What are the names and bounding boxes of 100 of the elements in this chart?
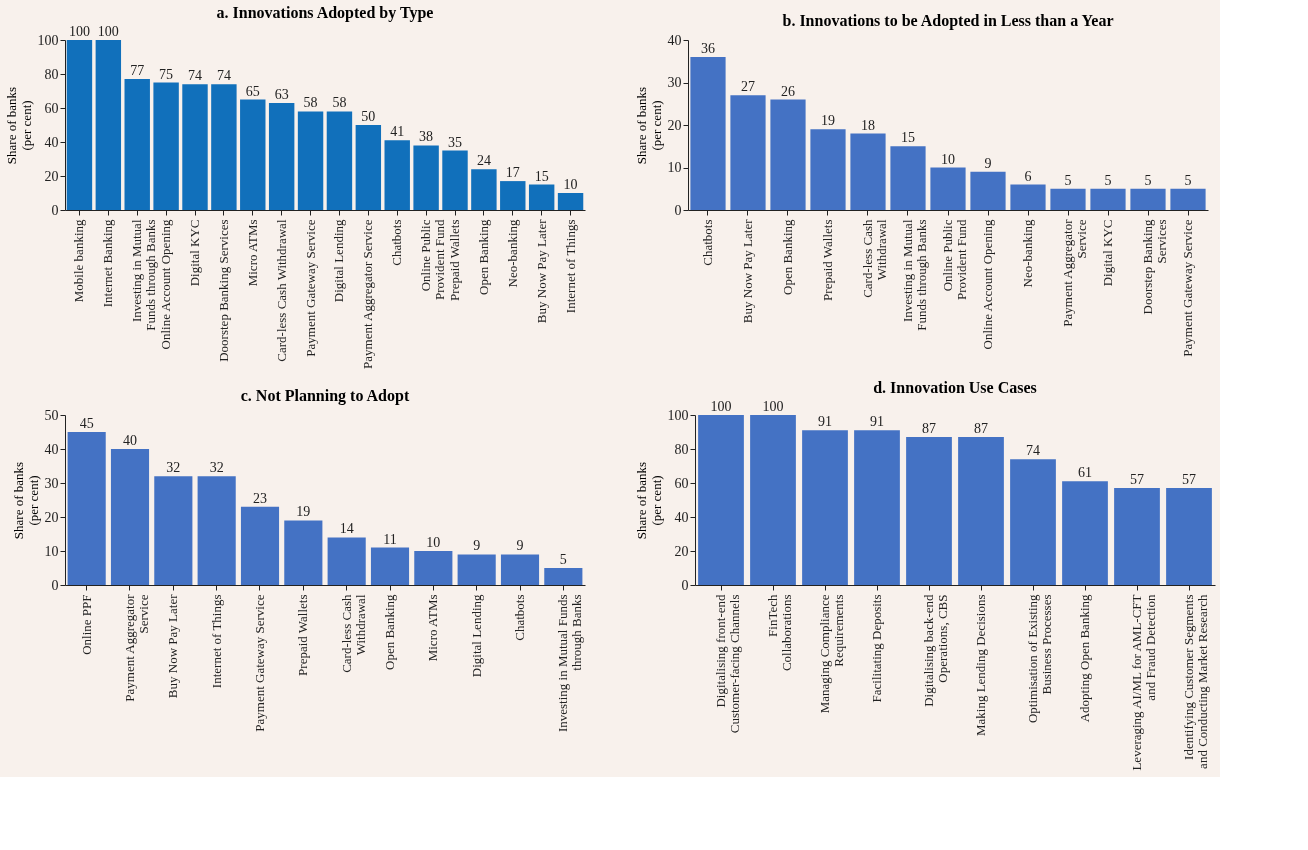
- x-tick-label: Online Public Provident Fund: [940, 219, 969, 301]
- data-label: 11: [383, 531, 397, 547]
- bar: [284, 520, 323, 585]
- x-tick-label: Neo-banking: [1020, 219, 1035, 288]
- data-label: 91: [870, 414, 884, 430]
- bar: [557, 193, 584, 210]
- bar: [1130, 188, 1166, 210]
- y-tick-label: 80: [674, 441, 689, 457]
- y-tick-label: 60: [674, 475, 689, 491]
- bar: [154, 476, 193, 585]
- bar: [500, 554, 540, 585]
- x-tick-label: Online Public Provident Fund: [418, 219, 448, 301]
- data-label: 5: [1184, 172, 1192, 188]
- bar: [1166, 488, 1212, 585]
- data-label: 15: [901, 130, 915, 146]
- y-tick-label: 30: [667, 75, 682, 90]
- x-tick-label: Open Banking: [475, 219, 491, 295]
- x-tick-label: Prepaid Wallets: [820, 219, 835, 301]
- bar: [528, 184, 555, 210]
- bar: [471, 169, 497, 210]
- data-label: 74: [216, 68, 231, 84]
- x-tick-label: Doorstep Banking Services: [1140, 219, 1169, 315]
- data-label: 32: [166, 460, 181, 476]
- x-tick-label: Mobile banking: [71, 219, 87, 303]
- y-tick-label: 60: [44, 100, 59, 116]
- bar: [268, 102, 295, 210]
- x-tick-label: Digital Lending: [468, 594, 484, 678]
- bar: [240, 99, 266, 210]
- chart-title: d. Innovation Use Cases: [873, 379, 1037, 396]
- bar: [414, 551, 453, 585]
- bar: [110, 449, 150, 585]
- bar: [442, 150, 468, 210]
- data-label: 9: [984, 155, 992, 171]
- data-label: 5: [1064, 172, 1072, 188]
- y-tick-label: 40: [674, 509, 689, 525]
- data-label: 26: [781, 83, 795, 99]
- bar: [413, 145, 439, 210]
- x-tick-label: Buy Now Pay Later: [165, 593, 181, 699]
- data-label: 100: [68, 24, 90, 39]
- x-tick-label: Prepaid Wallets: [295, 594, 311, 676]
- x-tick-label: Buy Now Pay Later: [740, 218, 755, 324]
- y-tick-label: 30: [44, 475, 59, 491]
- data-label: 74: [1026, 443, 1040, 459]
- y-tick-label: 80: [44, 66, 59, 82]
- y-tick-label: 20: [667, 117, 682, 133]
- data-label: 74: [188, 68, 202, 84]
- x-tick-label: Card-less Cash Withdrawal: [860, 219, 889, 298]
- bar: [1090, 188, 1126, 210]
- x-tick-label: Leveraging AI/ML for AML-CFT and Fraud Detection: [1129, 594, 1158, 771]
- bar: [327, 537, 366, 585]
- data-label: 14: [339, 521, 354, 537]
- bar: [1170, 188, 1206, 210]
- data-label: 75: [159, 66, 174, 82]
- y-tick-label: 20: [44, 509, 59, 525]
- y-tick-label: 10: [44, 543, 59, 559]
- x-tick-label: FinTech Collaborations: [765, 594, 794, 672]
- data-label: 36: [701, 41, 715, 56]
- data-label: 19: [821, 113, 835, 129]
- x-tick-label: Buy Now Pay Later: [533, 218, 549, 324]
- x-tick-label: Payment Gateway Service: [1180, 219, 1195, 357]
- data-label: 57: [1182, 472, 1196, 488]
- bar: [854, 430, 900, 585]
- bar: [297, 111, 324, 210]
- bar: [958, 437, 1004, 585]
- x-tick-label: Chatbots: [389, 219, 405, 266]
- data-label: 41: [390, 124, 405, 140]
- data-label: 58: [303, 95, 318, 111]
- data-label: 100: [710, 399, 732, 414]
- x-tick-label: Optimisation of Existing Business Processes: [1025, 594, 1054, 724]
- bar: [1010, 184, 1046, 210]
- data-label: 38: [419, 129, 434, 145]
- data-label: 61: [1078, 465, 1092, 481]
- y-tick-label: 50: [44, 407, 59, 423]
- x-tick-label: Payment Gateway Service: [302, 219, 318, 357]
- x-tick-label: Digital KYC: [1100, 219, 1115, 287]
- x-tick-label: Open Banking: [382, 594, 397, 670]
- chart-title: c. Not Planning to Adopt: [240, 387, 410, 405]
- y-axis-title: Share of banks (per cent): [633, 461, 664, 540]
- bar: [1062, 481, 1108, 585]
- x-tick-label: Prepaid Wallets: [447, 219, 462, 301]
- x-tick-label: Payment Aggregator Service: [1060, 218, 1089, 327]
- data-label: 58: [332, 95, 347, 111]
- y-tick-label: 100: [37, 32, 59, 48]
- bar: [384, 140, 410, 210]
- data-label: 10: [941, 151, 955, 167]
- x-tick-label: Managing Compliance Requirements: [817, 594, 846, 714]
- x-tick-label: Payment Aggregator Service: [360, 219, 376, 369]
- x-tick-label: Online PPF: [78, 594, 94, 655]
- data-label: 91: [818, 414, 832, 430]
- data-label: 18: [861, 117, 875, 133]
- x-tick-label: Investing in Mutual Funds through Banks: [129, 219, 159, 331]
- data-label: 40: [123, 433, 137, 448]
- data-label: 35: [448, 134, 462, 150]
- chart-title: a. Innovations Adopted by Type: [216, 4, 434, 22]
- y-tick-label: 0: [51, 577, 59, 593]
- data-label: 100: [97, 24, 119, 39]
- bar: [770, 99, 806, 210]
- x-tick-label: Neo-banking: [504, 219, 520, 288]
- y-tick-label: 20: [674, 543, 689, 559]
- y-tick-label: 10: [667, 160, 682, 175]
